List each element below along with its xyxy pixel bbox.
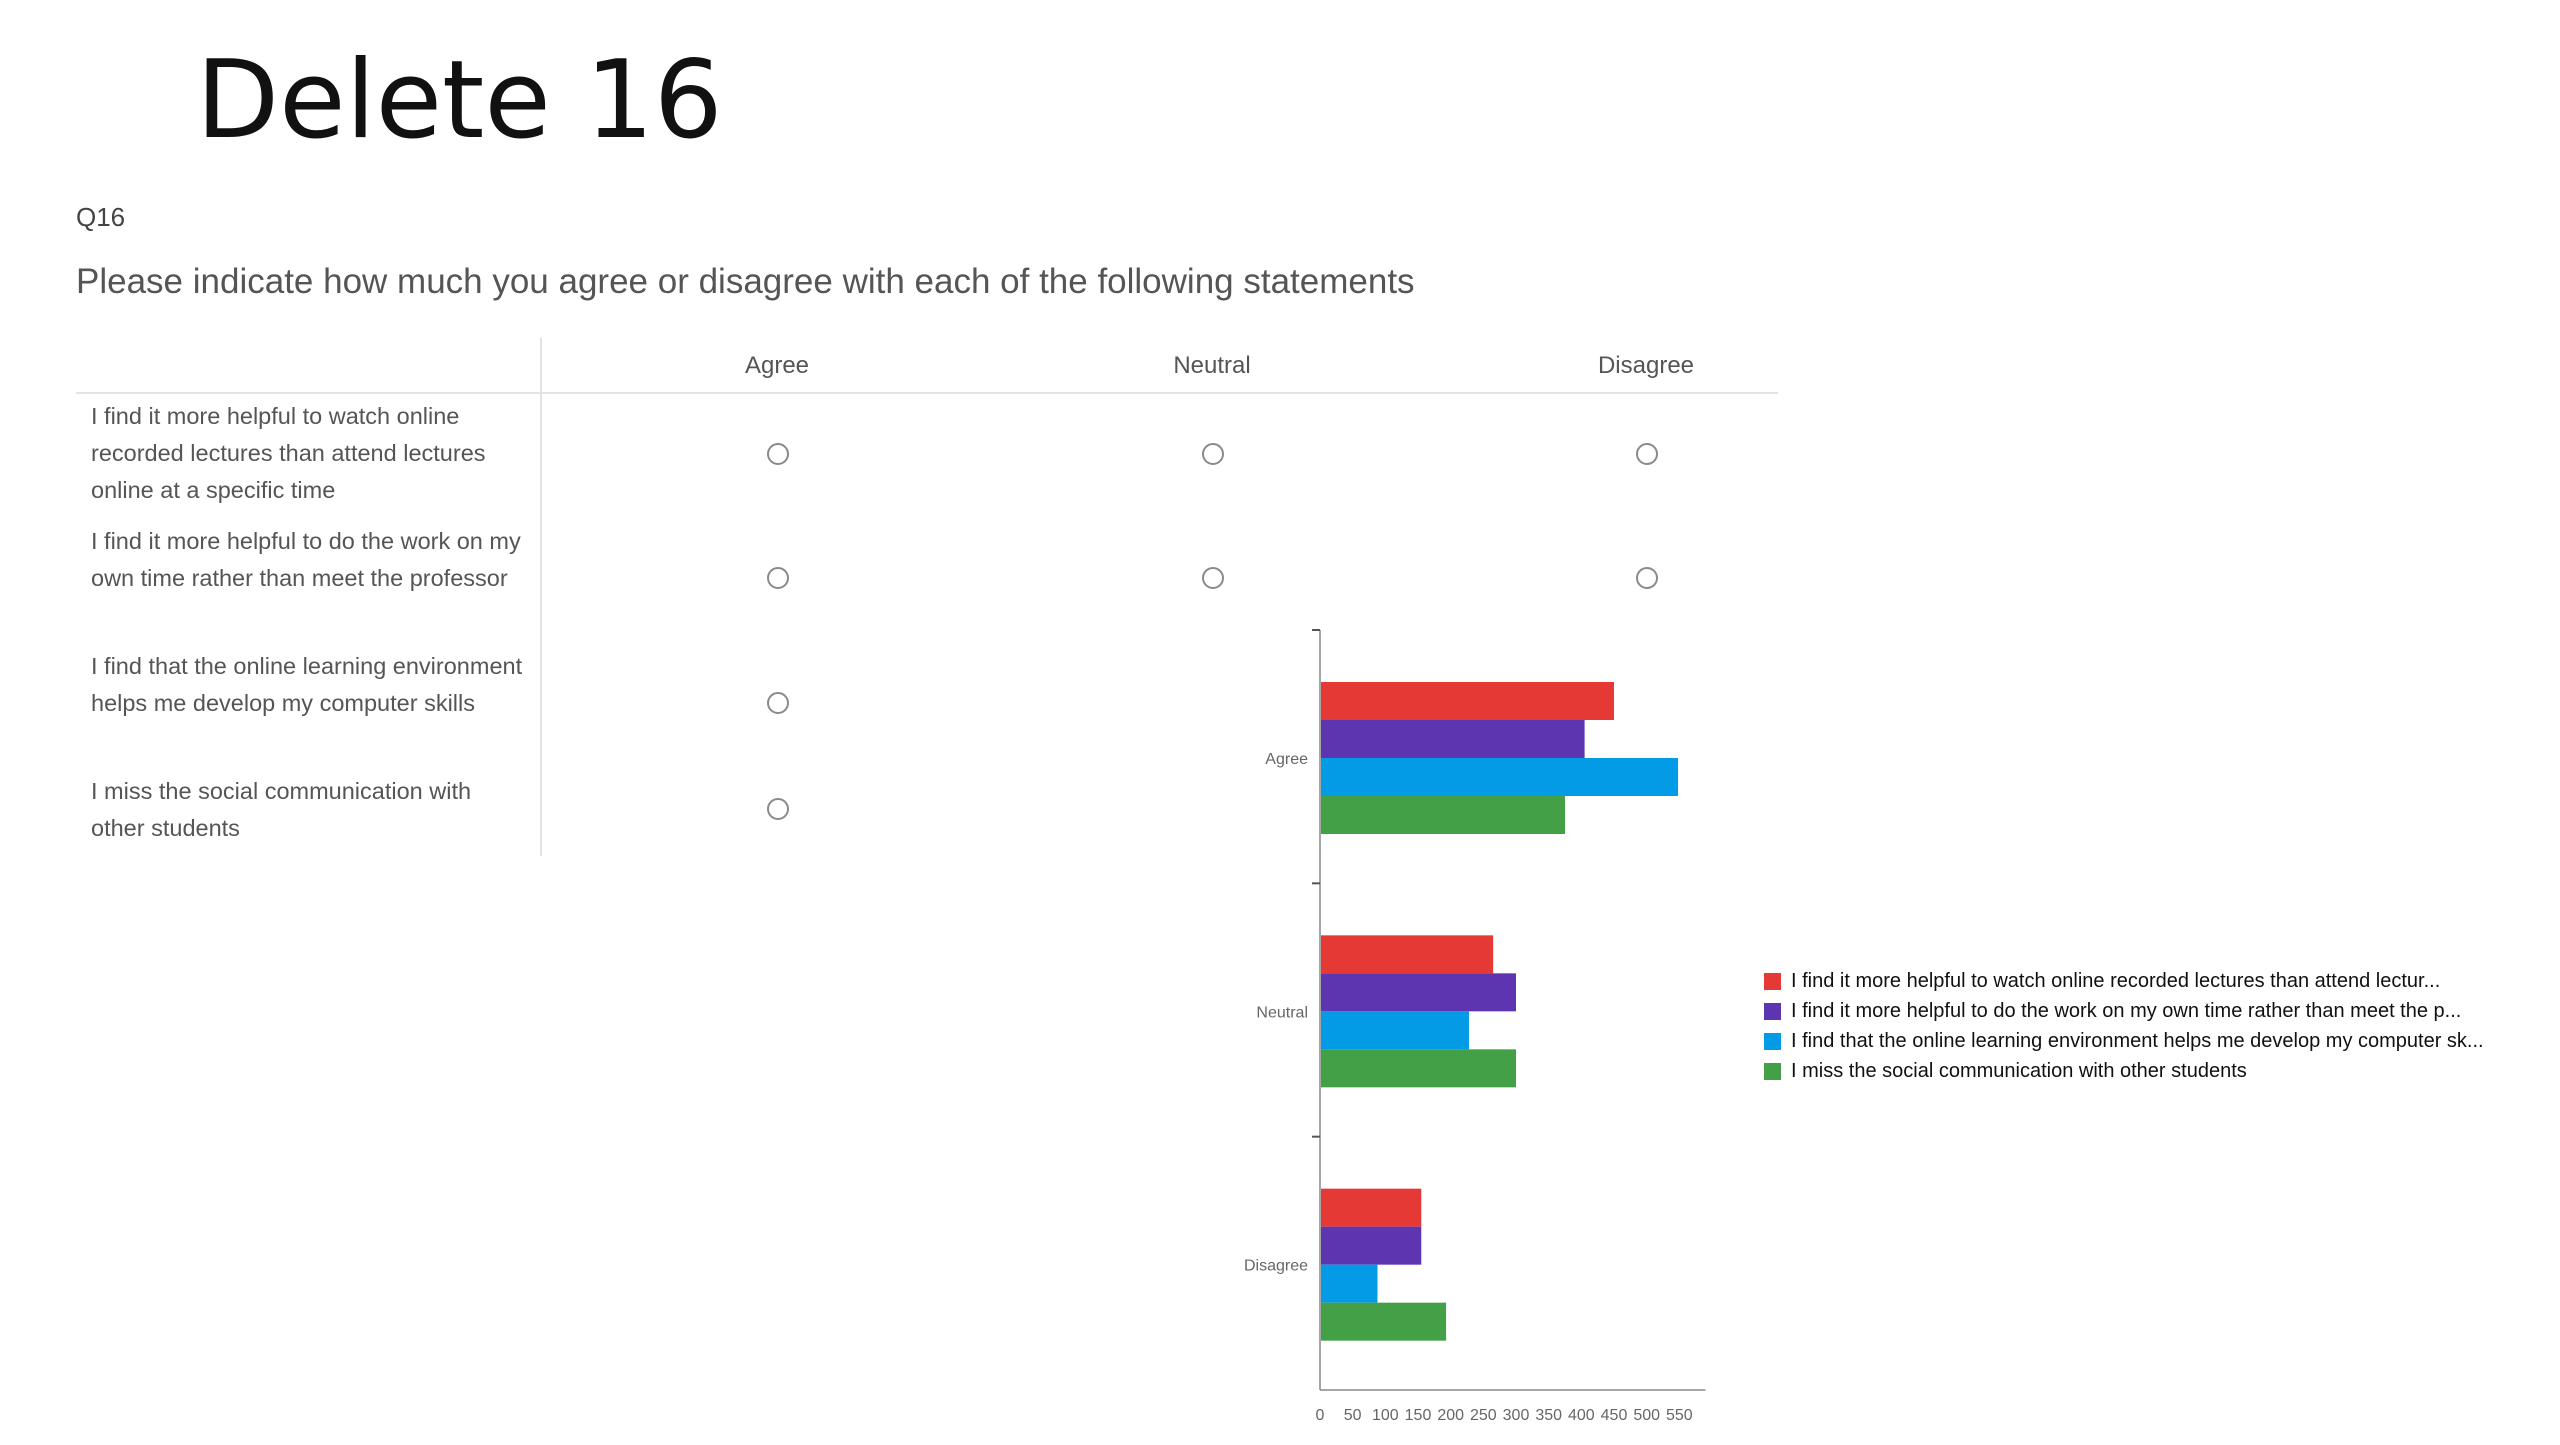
bar [1321,1302,1447,1341]
x-tick-label: 50 [1344,1407,1362,1424]
y-tick-label: Agree [1265,751,1308,768]
radio-row1-neutral[interactable] [1202,443,1224,465]
column-header-disagree: Disagree [1597,352,1695,379]
radio-row2-disagree[interactable] [1636,567,1658,589]
radio-row3-agree[interactable] [767,692,789,714]
legend-swatch [1764,1002,1781,1020]
question-matrix: Agree Neutral Disagree I find it more he… [76,338,1778,856]
legend-swatch [1764,1032,1781,1050]
results-chart: Agree Neutral Disagree 0 50 100 150 200 250 300 35… [1180,610,1740,1440]
column-header-agree: Agree [744,352,810,379]
x-tick-label: 150 [1405,1407,1432,1424]
matrix-header: Agree Neutral Disagree [76,338,1778,394]
x-tick-label: 450 [1601,1407,1628,1424]
x-tick-label: 0 [1316,1407,1325,1424]
legend-item: I find that the online learning environm… [1764,1026,2484,1056]
legend-item: I find it more helpful to watch online r… [1764,966,2484,996]
x-tick-label: 100 [1372,1407,1399,1424]
y-tick-label: Neutral [1256,1004,1308,1021]
matrix-row: I find it more helpful to do the work on… [76,523,1778,648]
x-tick-label: 550 [1666,1407,1693,1424]
question-text: Please indicate how much you agree or di… [76,262,1415,301]
legend-swatch [1764,972,1781,990]
radio-row1-agree[interactable] [767,443,789,465]
x-tick-label: 300 [1503,1407,1530,1424]
row-statement: I miss the social communication with oth… [91,778,472,841]
bar [1321,1226,1422,1265]
column-header-neutral: Neutral [1173,352,1251,379]
x-tick-label: 500 [1633,1407,1660,1424]
radio-row2-neutral[interactable] [1202,567,1224,589]
bar-chart-svg: Agree Neutral Disagree 0 50 100 150 200 250 300 35… [1244,629,1706,1424]
matrix-row: I find it more helpful to watch online r… [76,398,1778,523]
x-tick-label: 400 [1568,1407,1595,1424]
row-statement: I find it more helpful to do the work on… [91,528,521,591]
row-statement: I find it more helpful to watch online r… [91,403,486,503]
x-tick-label: 350 [1535,1407,1562,1424]
bar [1321,935,1494,974]
matrix-divider [540,338,542,856]
bar [1321,1049,1516,1088]
bar [1321,1188,1422,1227]
radio-row4-agree[interactable] [767,798,789,820]
matrix-row: I miss the social communication with oth… [76,773,1778,858]
slide-title: Delete 16 [196,38,723,163]
bar [1321,973,1516,1012]
question-id: Q16 [76,202,126,232]
bar [1321,758,1679,796]
x-tick-label: 200 [1437,1407,1464,1424]
y-tick-label: Disagree [1244,1258,1308,1275]
legend-item: I miss the social communication with oth… [1764,1056,2484,1086]
bar [1321,682,1614,720]
row-statement: I find that the online learning environm… [91,653,523,716]
bar [1321,1264,1378,1303]
bar [1321,796,1565,834]
radio-row1-disagree[interactable] [1636,443,1658,465]
legend-item: I find it more helpful to do the work on… [1764,996,2484,1026]
legend-label: I find that the online learning environm… [1791,1029,2484,1052]
x-tick-label: 250 [1470,1407,1497,1424]
legend-swatch [1764,1062,1781,1080]
bar [1321,1011,1469,1050]
legend-label: I find it more helpful to watch online r… [1791,969,2441,992]
bar [1321,720,1585,758]
legend-label: I find it more helpful to do the work on… [1791,999,2462,1022]
legend-label: I miss the social communication with oth… [1791,1059,2247,1082]
matrix-row: I find that the online learning environm… [76,648,1778,773]
radio-row2-agree[interactable] [767,567,789,589]
chart-legend: I find it more helpful to watch online r… [1764,966,2484,1086]
